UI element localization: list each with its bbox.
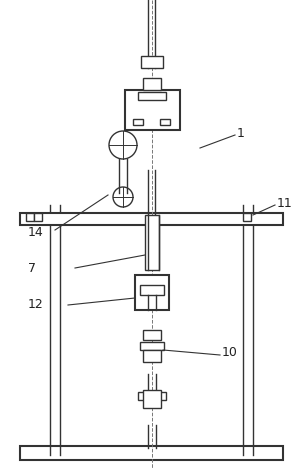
- Bar: [145, 215, 159, 270]
- Bar: [243, 213, 251, 221]
- Bar: [160, 119, 170, 125]
- Bar: [141, 56, 163, 68]
- Text: 1: 1: [237, 127, 245, 139]
- Bar: [143, 78, 161, 90]
- Bar: [133, 119, 143, 125]
- Text: 10: 10: [222, 347, 238, 360]
- Bar: [143, 350, 161, 362]
- Bar: [143, 390, 161, 408]
- Bar: [140, 285, 164, 295]
- Bar: [20, 446, 283, 460]
- Bar: [34, 213, 42, 221]
- Bar: [138, 392, 166, 400]
- Text: 14: 14: [28, 226, 44, 239]
- Text: 12: 12: [28, 298, 44, 311]
- Bar: [143, 330, 161, 340]
- Bar: [26, 213, 34, 221]
- Bar: [138, 92, 166, 100]
- Bar: [125, 90, 180, 130]
- Text: 11: 11: [277, 197, 293, 210]
- Text: 7: 7: [28, 262, 36, 274]
- Bar: [135, 275, 169, 310]
- Bar: [140, 342, 164, 350]
- Bar: [20, 213, 283, 225]
